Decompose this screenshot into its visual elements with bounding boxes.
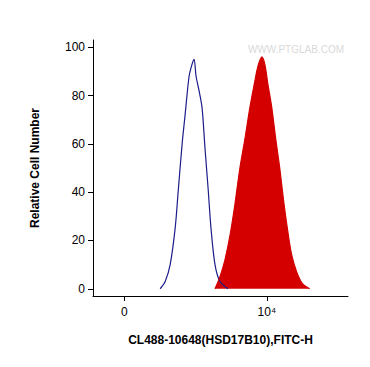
svg-text:0: 0: [78, 282, 85, 296]
svg-text:Relative Cell Number: Relative Cell Number: [28, 108, 42, 228]
svg-text:80: 80: [72, 89, 86, 103]
svg-text:CL488-10648(HSD17B10),FITC-H: CL488-10648(HSD17B10),FITC-H: [128, 333, 313, 347]
svg-text:20: 20: [72, 233, 86, 247]
svg-text:WWW.PTGLAB.COM: WWW.PTGLAB.COM: [248, 44, 344, 55]
svg-text:40: 40: [72, 185, 86, 199]
svg-text:10⁴: 10⁴: [258, 305, 277, 319]
svg-text:60: 60: [72, 137, 86, 151]
svg-text:0: 0: [121, 305, 128, 319]
svg-text:100: 100: [65, 40, 85, 54]
